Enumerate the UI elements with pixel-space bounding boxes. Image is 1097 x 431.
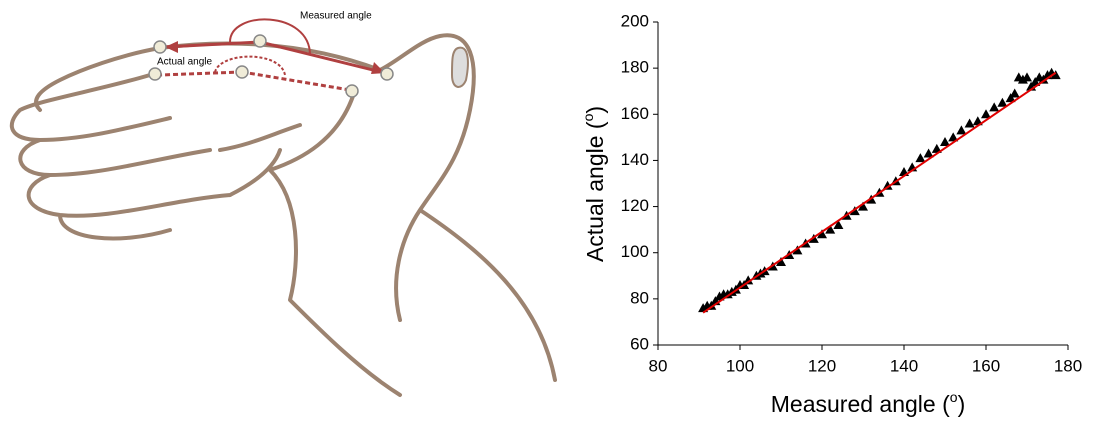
data-point bbox=[1010, 89, 1020, 98]
data-point bbox=[989, 102, 999, 111]
x-label-sup: o bbox=[950, 389, 958, 405]
x-tick-label: 140 bbox=[890, 356, 918, 375]
actual-angle-label: Actual angle bbox=[157, 57, 212, 68]
data-point bbox=[956, 125, 966, 134]
y-label-close: ) bbox=[582, 106, 608, 114]
y-tick-label: 100 bbox=[621, 242, 649, 261]
hand-illustration: Measured angle Actual angle bbox=[12, 11, 555, 395]
figure: Measured angle Actual angle Measured ang… bbox=[0, 0, 1097, 431]
data-point bbox=[997, 98, 1007, 107]
data-point bbox=[915, 153, 925, 162]
y-tick-label: 60 bbox=[630, 334, 649, 353]
x-tick-label: 160 bbox=[972, 356, 1000, 375]
measured-angle-label: Measured angle bbox=[300, 11, 372, 22]
x-tick-label: 120 bbox=[808, 356, 836, 375]
x-label-close: ) bbox=[958, 391, 966, 417]
y-tick-label: 140 bbox=[621, 150, 649, 169]
y-tick-label: 160 bbox=[621, 104, 649, 123]
x-tick-label: 80 bbox=[649, 356, 668, 375]
fit-line bbox=[703, 73, 1056, 313]
y-label-sup: o bbox=[580, 113, 596, 121]
y-tick-label: 180 bbox=[621, 58, 649, 77]
x-axis-label: Measured angle (o) bbox=[771, 389, 965, 417]
x-tick-label: 100 bbox=[726, 356, 754, 375]
y-label-text: Actual angle ( bbox=[582, 121, 608, 262]
x-label-text: Measured angle ( bbox=[771, 391, 950, 417]
y-tick-label: 80 bbox=[630, 288, 649, 307]
y-tick-label: 200 bbox=[621, 11, 649, 30]
y-tick-label: 120 bbox=[621, 196, 649, 215]
x-tick-label: 180 bbox=[1054, 356, 1082, 375]
y-axis-label: Actual angle (o) bbox=[580, 106, 608, 262]
data-point bbox=[965, 119, 975, 128]
